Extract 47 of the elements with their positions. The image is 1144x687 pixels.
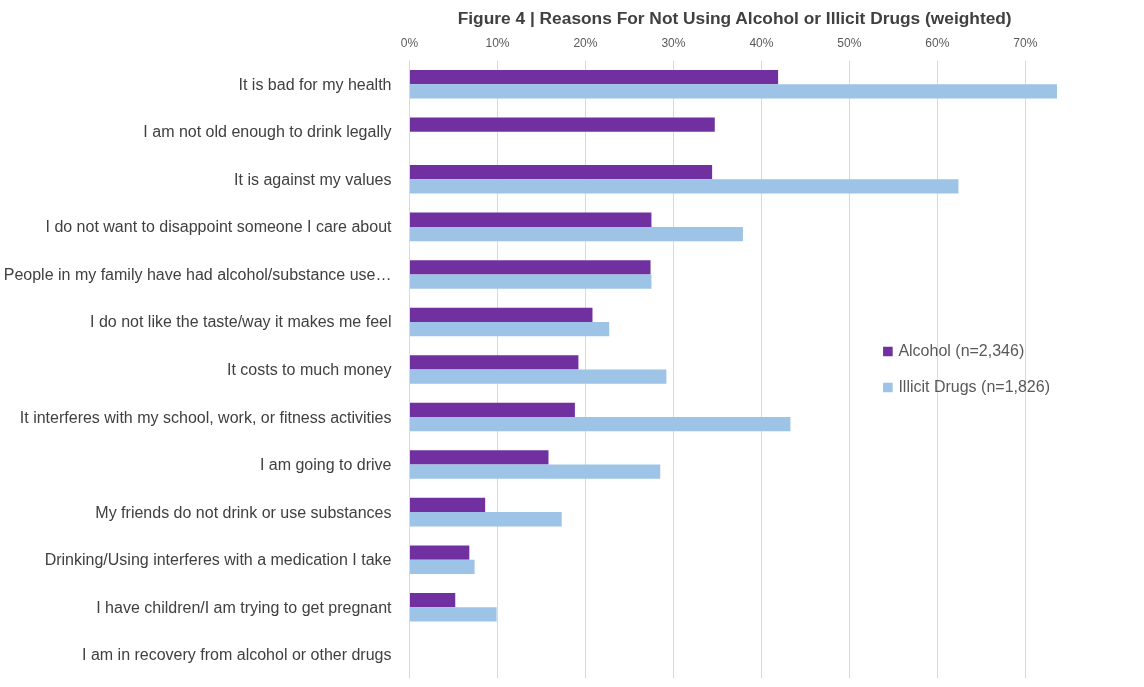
- x-tick-label: 10%: [485, 35, 510, 50]
- bar: [409, 260, 651, 275]
- bar: [409, 402, 575, 418]
- y-tick-label: I do not want to disappoint someone I care about: [45, 218, 393, 236]
- bar: [409, 307, 593, 322]
- bar: [409, 226, 743, 242]
- x-tick-label: 30%: [661, 35, 686, 50]
- bar: [409, 369, 667, 384]
- bar: [409, 117, 715, 132]
- bar: [409, 84, 1057, 99]
- bar: [409, 464, 661, 479]
- y-tick-label: I am in recovery from alcohol or other drugs: [82, 646, 392, 664]
- bar: [409, 592, 456, 608]
- y-tick-label: Drinking/Using interferes with a medication I take: [44, 551, 392, 569]
- y-tick-label: I have children/I am trying to get pregnant: [96, 598, 393, 616]
- bar: [409, 321, 610, 337]
- legend-label: Illicit Drugs (n=1,826): [898, 378, 1050, 396]
- bar: [409, 497, 486, 513]
- y-tick-label: It is bad for my health: [238, 75, 392, 93]
- bar: [409, 179, 959, 194]
- x-tick-label: 40%: [749, 35, 774, 50]
- x-tick-label: 50%: [837, 35, 862, 50]
- y-tick-label: It is against my values: [234, 170, 392, 188]
- bar: [409, 559, 475, 574]
- y-tick-label: It interferes with my school, work, or fitness activities: [19, 408, 392, 426]
- x-tick-label: 0%: [400, 35, 419, 50]
- y-tick-label: I am going to drive: [259, 456, 392, 474]
- legend-label: Alcohol (n=2,346): [898, 342, 1025, 360]
- y-tick-label: I am not old enough to drink legally: [143, 123, 392, 141]
- bar: [409, 355, 579, 370]
- y-tick-label: I do not like the taste/way it makes me feel: [90, 313, 392, 331]
- y-tick-label: It costs to much money: [226, 361, 392, 378]
- y-tick-label: My friends do not drink or use substances: [95, 503, 392, 521]
- bar: [409, 70, 779, 85]
- bar: [409, 212, 652, 227]
- bar: [409, 512, 562, 527]
- bar: [409, 545, 470, 560]
- bar: [409, 165, 713, 180]
- x-tick-label: 20%: [573, 35, 598, 50]
- bar: [409, 607, 497, 622]
- bar: [409, 274, 652, 289]
- bar: [409, 417, 791, 432]
- x-tick-label: 60%: [925, 35, 950, 50]
- chart-title: Figure 4 | Reasons For Not Using Alcohol or Illicit Drugs (weighted): [457, 7, 1012, 28]
- x-tick-label: 70%: [1013, 35, 1038, 50]
- y-tick-label: People in my family have had alcohol/substance use…: [3, 265, 392, 283]
- bar: [409, 450, 549, 465]
